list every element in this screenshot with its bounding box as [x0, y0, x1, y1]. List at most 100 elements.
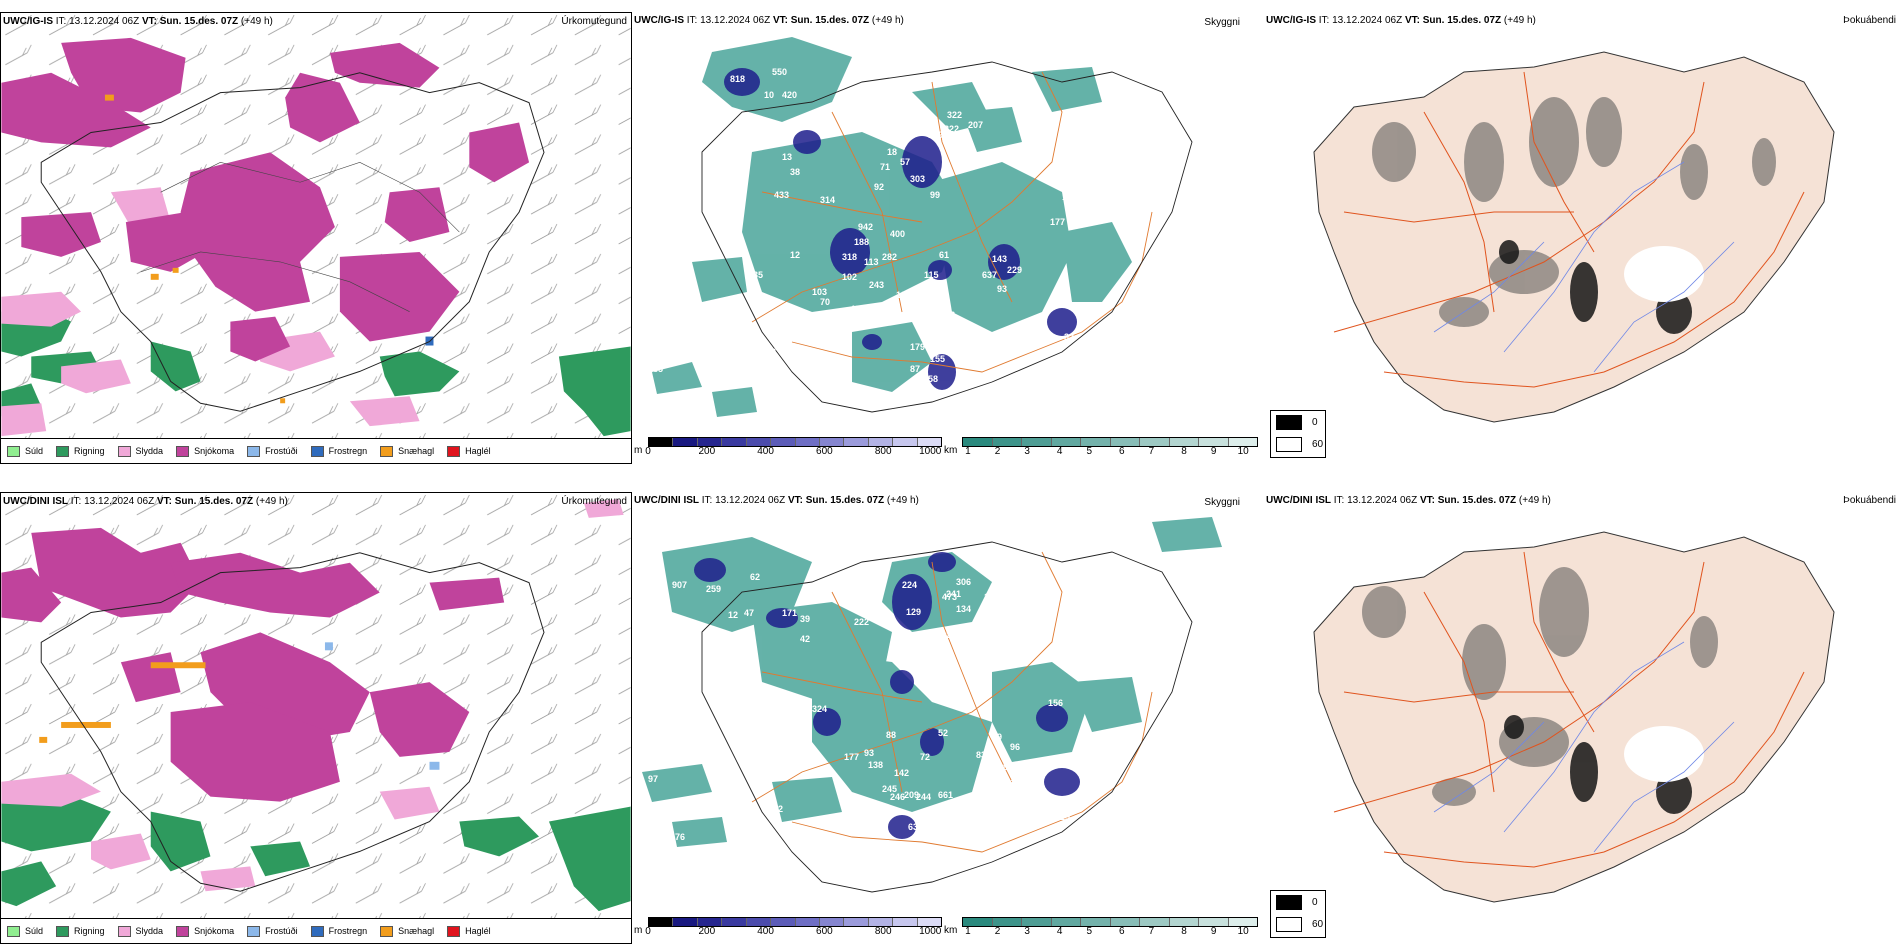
visibility-low-areas	[724, 68, 1077, 390]
colorbar-cell	[1228, 918, 1257, 926]
legend-item: Snjókoma	[176, 445, 234, 457]
snow-areas	[1, 37, 530, 362]
colorbar-cell	[1140, 438, 1170, 446]
colorbar-cell	[868, 438, 894, 446]
road-network	[751, 551, 1153, 853]
panel-title: Skyggni	[1204, 17, 1240, 28]
visibility-colorbar-m: m 0 200 400 600 800 1000	[634, 437, 942, 457]
colorbar-cell	[1140, 918, 1170, 926]
legend-item: Súld	[7, 445, 43, 457]
legend-item: 0	[1271, 411, 1325, 433]
river-network	[1433, 641, 1735, 853]
fog-shading	[1362, 567, 1718, 806]
fog-index-panel-bottom: UWC/DINI ISL IT: 13.12.2024 06Z VT: Sun.…	[1264, 492, 1900, 944]
visibility-panel-top: UWC/IG-IS IT: 13.12.2024 06Z VT: Sun. 15…	[632, 12, 1264, 464]
colorbar-cells	[962, 917, 1258, 927]
precip-type-panel-bottom: UWC/DINI ISL IT: 13.12.2024 06Z VT: Sun.…	[0, 492, 632, 944]
colorbar-cell	[771, 438, 796, 446]
colorbar-cell	[963, 438, 993, 446]
rain-areas	[1, 791, 631, 912]
sleet-areas	[1, 187, 420, 437]
visibility-fog-areas	[642, 517, 1222, 847]
colorbar-cell	[963, 918, 993, 926]
legend-item: Frostúði	[247, 925, 298, 937]
colorbar-cell	[868, 918, 894, 926]
colorbar-cell	[1199, 438, 1229, 446]
panel-header: UWC/DINI ISL IT: 13.12.2024 06Z VT: Sun.…	[634, 495, 919, 506]
colorbar-cell	[1081, 918, 1111, 926]
precip-type-panel-top: UWC/IG-IS IT: 13.12.2024 06Z VT: Sun. 15…	[0, 12, 632, 464]
colorbar-cell	[819, 918, 845, 926]
visibility-panel-bottom: UWC/DINI ISL IT: 13.12.2024 06Z VT: Sun.…	[632, 492, 1264, 944]
visibility-map	[642, 517, 1222, 893]
legend-item: Frostúði	[247, 445, 298, 457]
legend-item: Rigning	[56, 925, 105, 937]
road-network	[1333, 551, 1805, 868]
snow-pellet-spots	[104, 94, 286, 404]
colorbar-cell	[795, 918, 820, 926]
colorbar-cell	[893, 918, 918, 926]
road-network	[1333, 71, 1805, 388]
panel-header: UWC/IG-IS IT: 13.12.2024 06Z VT: Sun. 15…	[3, 16, 273, 27]
colorbar-cell	[992, 438, 1022, 446]
river-network	[1433, 161, 1735, 373]
legend-item: Snjókoma	[176, 925, 234, 937]
legend-item: Slydda	[117, 925, 163, 937]
legend-item: 60	[1271, 433, 1325, 455]
colorbar-cell	[1169, 438, 1199, 446]
colorbar-cell	[1110, 438, 1140, 446]
legend-item: 60	[1271, 913, 1325, 935]
panel-header: UWC/IG-IS IT: 13.12.2024 06Z VT: Sun. 15…	[634, 15, 904, 26]
sleet-areas	[1, 498, 624, 892]
colorbar-cell	[917, 918, 942, 926]
panel-title: Skyggni	[1204, 497, 1240, 508]
valid-time: Sun. 15.des. 07Z	[159, 16, 239, 27]
colorbar-cell	[1199, 918, 1229, 926]
colorbar-cell	[649, 438, 674, 446]
visibility-colorbar-km: km 1 2 3 4 5 6 7 8 9 10	[944, 437, 1258, 457]
rain-areas	[1, 306, 631, 437]
panel-header: UWC/IG-IS IT: 13.12.2024 06Z VT: Sun. 15…	[1266, 15, 1536, 26]
legend-item: Súld	[7, 925, 43, 937]
legend-item: Haglél	[447, 925, 491, 937]
legend-item: Slydda	[117, 445, 163, 457]
panel-title: Þokuábendi	[1843, 15, 1896, 26]
colorbar-cell	[893, 438, 918, 446]
colorbar-cell	[795, 438, 820, 446]
legend-item: Snæhagl	[380, 925, 434, 937]
colorbar-cell	[917, 438, 942, 446]
legend-item: Haglél	[447, 445, 491, 457]
legend-item: Rigning	[56, 445, 105, 457]
colorbar-cell	[697, 918, 723, 926]
colorbar-cell	[722, 438, 747, 446]
glacier-white	[1624, 246, 1704, 302]
colorbar-cells	[962, 437, 1258, 447]
colorbar-cell	[1051, 438, 1081, 446]
visibility-map	[652, 37, 1193, 417]
road-network	[751, 71, 1153, 373]
legend-item: Frostregn	[310, 445, 367, 457]
visibility-colorbar-km: km 1 2 3 4 5 6 7 8 9 10	[944, 917, 1258, 937]
visibility-low-areas	[694, 552, 1080, 839]
precip-legend: Súld Rigning Slydda Snjókoma Frostúði Fr…	[1, 438, 631, 463]
colorbar-cell	[649, 918, 674, 926]
colorbar-cell	[722, 918, 747, 926]
colorbar-cell	[1169, 918, 1199, 926]
colorbar-cell	[673, 438, 698, 446]
panel-header: UWC/DINI ISL IT: 13.12.2024 06Z VT: Sun.…	[3, 496, 288, 507]
precip-legend: Súld Rigning Slydda Snjókoma Frostúði Fr…	[1, 918, 631, 943]
legend-item: Snæhagl	[380, 445, 434, 457]
colorbar-cells	[648, 437, 942, 447]
precip-map	[1, 13, 631, 463]
legend-item: Frostregn	[310, 925, 367, 937]
panel-title: Þokuábendi	[1843, 495, 1896, 506]
fog-index-map	[1313, 51, 1835, 423]
colorbar-cell	[746, 438, 772, 446]
colorbar-cell	[844, 438, 869, 446]
colorbar-cell	[673, 918, 698, 926]
colorbar-cell	[1081, 438, 1111, 446]
visibility-colorbar-m: m 0 200 400 600 800 1000	[634, 917, 942, 937]
panel-title: Úrkomutegund	[561, 16, 627, 27]
colorbar-cell	[697, 438, 723, 446]
legend-item: 0	[1271, 891, 1325, 913]
